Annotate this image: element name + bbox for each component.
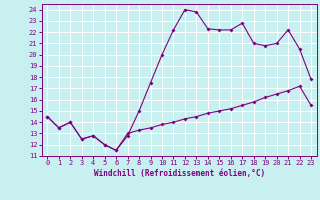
X-axis label: Windchill (Refroidissement éolien,°C): Windchill (Refroidissement éolien,°C) (94, 169, 265, 178)
